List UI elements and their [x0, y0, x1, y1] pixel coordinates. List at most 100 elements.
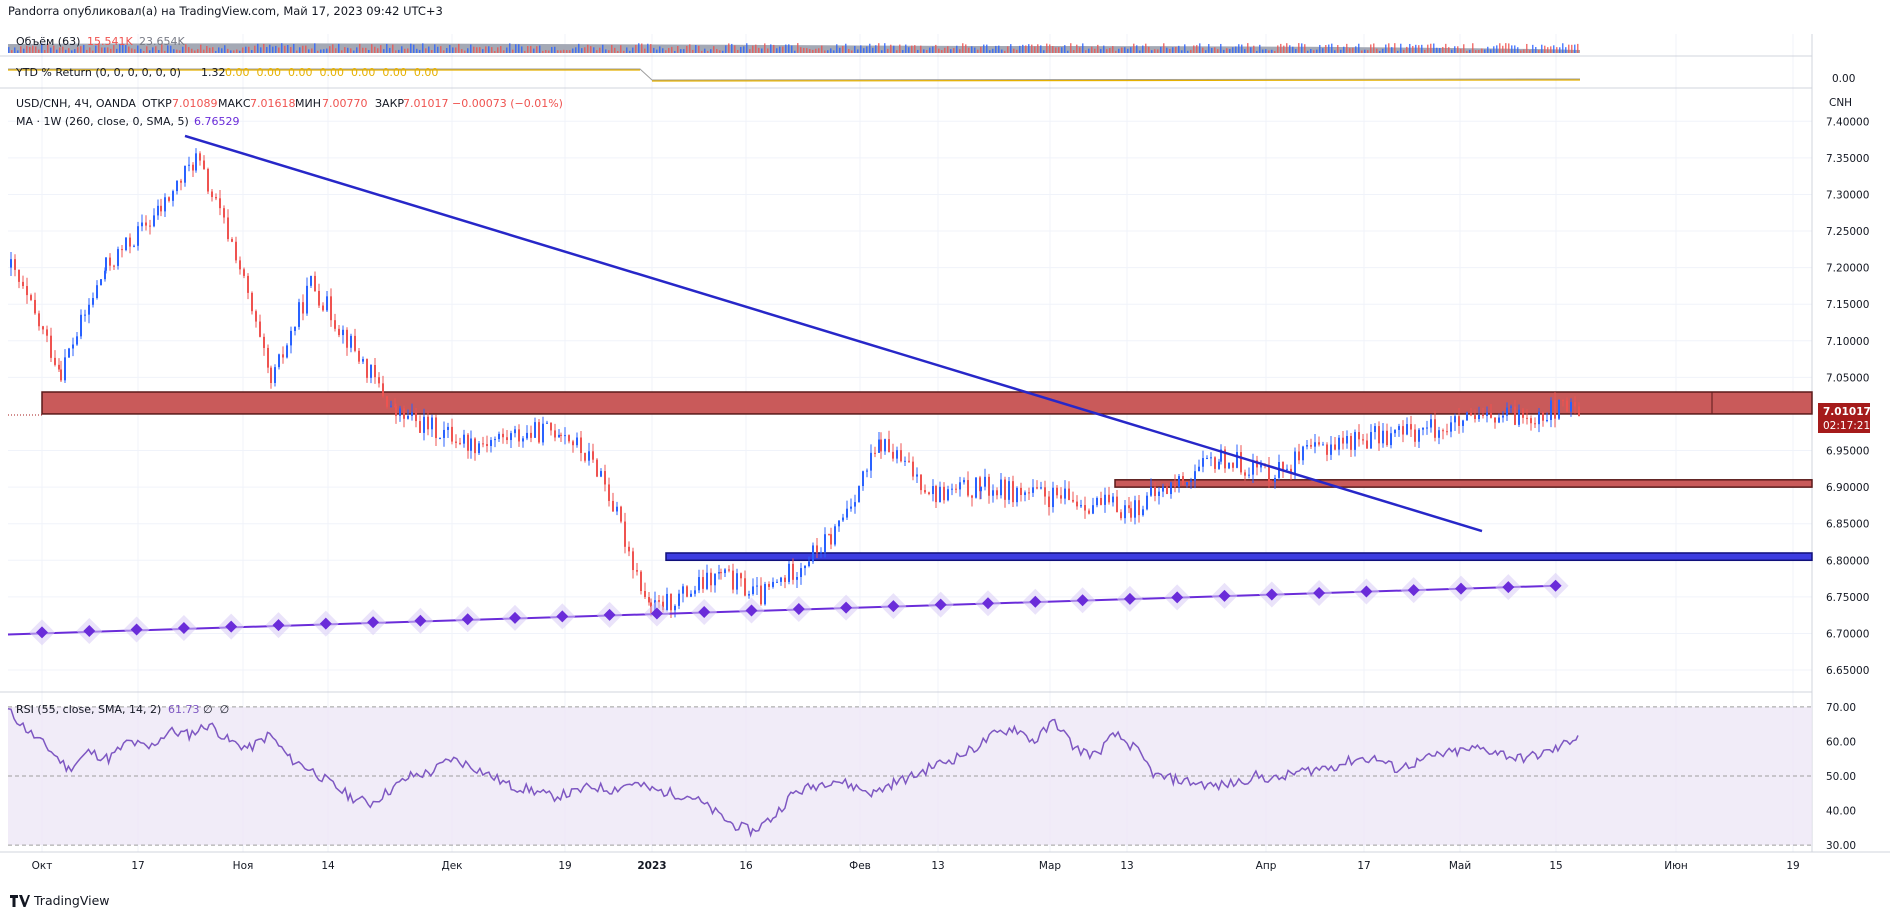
- volume-bar: [578, 43, 580, 53]
- ma-marker: [83, 624, 96, 637]
- candle-body: [628, 546, 630, 552]
- support-zone: [665, 552, 1813, 562]
- candle-body: [1570, 402, 1572, 412]
- volume-bar: [1037, 44, 1039, 53]
- rsi-tick: 70.00: [1826, 702, 1856, 714]
- volume-bar: [1166, 47, 1168, 53]
- volume-bar: [1133, 43, 1135, 53]
- candle-body: [184, 165, 186, 183]
- candle-body: [1426, 427, 1428, 429]
- volume-bar: [1568, 44, 1570, 53]
- candle-body: [690, 593, 692, 597]
- volume-bar: [1337, 45, 1339, 53]
- volume-bar: [611, 44, 613, 53]
- candle-body: [1458, 416, 1460, 426]
- volume-bar: [605, 49, 607, 53]
- candle-body: [554, 430, 556, 438]
- candle-body: [415, 412, 417, 422]
- tradingview-footer[interactable]: TradingView: [10, 893, 110, 908]
- open-label: ОТКР: [142, 97, 172, 110]
- time-tick: 15: [1549, 860, 1562, 872]
- candle-body: [1438, 430, 1440, 438]
- candle-body: [211, 191, 213, 198]
- time-tick: Мар: [1039, 860, 1061, 872]
- candle-body: [322, 305, 324, 311]
- candle-body: [113, 265, 115, 267]
- volume-bar: [527, 46, 529, 53]
- candle-body: [816, 545, 818, 553]
- candle-body: [935, 486, 937, 503]
- volume-bar: [434, 44, 436, 53]
- volume-bar: [101, 47, 103, 53]
- candle-body: [640, 571, 642, 592]
- volume-bar: [464, 50, 466, 53]
- candle-body: [1150, 486, 1152, 496]
- volume-bar: [1079, 47, 1081, 53]
- candle-body: [137, 226, 139, 246]
- volume-bar: [1217, 49, 1219, 53]
- volume-bar: [257, 43, 259, 53]
- ma-marker: [650, 607, 663, 620]
- volume-bar: [530, 45, 532, 53]
- volume-bar: [500, 46, 502, 53]
- volume-bar: [1451, 49, 1453, 53]
- volume-bar: [164, 50, 166, 53]
- open-value: 7.01089: [172, 97, 218, 110]
- candle-body: [694, 590, 696, 594]
- volume-bar: [1517, 47, 1519, 53]
- volume-bar: [1121, 47, 1123, 53]
- candle-body: [390, 405, 392, 407]
- change-value: −0.00073 (−0.01%): [452, 97, 563, 110]
- candle-body: [192, 164, 194, 171]
- volume-bar: [80, 46, 82, 53]
- volume-bar: [1181, 50, 1183, 53]
- volume-bar: [1103, 45, 1105, 53]
- candle-body: [710, 572, 712, 586]
- volume-bar: [287, 44, 289, 53]
- candle-body: [1108, 494, 1110, 503]
- candle-body: [498, 433, 500, 440]
- candle-body: [943, 486, 945, 501]
- candle-body: [176, 180, 178, 192]
- candle-body: [1442, 430, 1444, 432]
- volume-bar: [1331, 43, 1333, 53]
- volume-bar: [269, 44, 271, 53]
- volume-bar: [95, 45, 97, 53]
- candle-body: [963, 480, 965, 483]
- candle-body: [431, 417, 433, 430]
- candle-body: [1574, 402, 1576, 407]
- candle-body: [370, 365, 372, 378]
- volume-bar: [629, 50, 631, 53]
- candle-body: [294, 326, 296, 331]
- high-label: МАКС: [218, 97, 251, 110]
- volume-bar: [1391, 47, 1393, 53]
- candle-body: [1248, 474, 1250, 476]
- candle-body: [1334, 444, 1336, 450]
- candle-body: [1166, 486, 1168, 495]
- candle-body: [842, 517, 844, 521]
- volume-bar: [1070, 43, 1072, 53]
- candle-body: [1218, 461, 1220, 469]
- volume-bar: [1547, 47, 1549, 53]
- candle-body: [1064, 488, 1066, 499]
- mid-zone: [1114, 479, 1813, 488]
- candle-body: [892, 451, 894, 459]
- trendline[interactable]: [184, 134, 1483, 533]
- candle-body: [259, 321, 261, 337]
- volume-bar: [653, 47, 655, 53]
- price-tick: 6.95000: [1826, 446, 1869, 458]
- volume-bar: [809, 49, 811, 53]
- volume-bar: [740, 46, 742, 53]
- volume-bar: [386, 43, 388, 53]
- candle-body: [904, 460, 906, 462]
- volume-bar: [617, 50, 619, 53]
- volume-bar: [1130, 47, 1132, 53]
- volume-bar: [1265, 49, 1267, 53]
- volume-bar: [554, 46, 556, 53]
- volume-bar: [590, 46, 592, 53]
- candle-body: [984, 476, 986, 487]
- ma-marker: [982, 597, 994, 610]
- volume-bar: [263, 43, 265, 53]
- volume-bar: [596, 50, 598, 53]
- candle-body: [550, 422, 552, 431]
